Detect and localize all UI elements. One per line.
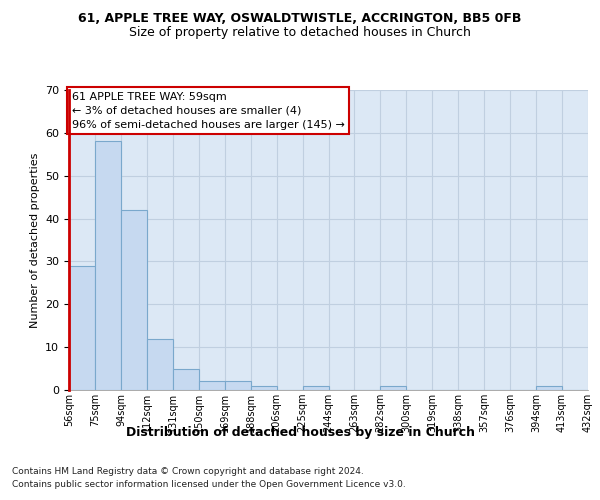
Bar (225, 382, 251, 390)
Y-axis label: Number of detached properties: Number of detached properties (29, 152, 40, 328)
Bar (95, 142, 121, 390)
Text: Distribution of detached houses by size in Church: Distribution of detached houses by size … (125, 426, 475, 439)
Bar (536, 386, 562, 390)
Bar (199, 382, 224, 390)
Bar (147, 338, 173, 390)
Bar (302, 386, 329, 390)
Bar (380, 386, 406, 390)
Bar (69, 266, 95, 390)
Bar (251, 386, 277, 390)
Bar (173, 368, 199, 390)
Text: 61, APPLE TREE WAY, OSWALDTWISTLE, ACCRINGTON, BB5 0FB: 61, APPLE TREE WAY, OSWALDTWISTLE, ACCRI… (79, 12, 521, 26)
Text: 61 APPLE TREE WAY: 59sqm
← 3% of detached houses are smaller (4)
96% of semi-det: 61 APPLE TREE WAY: 59sqm ← 3% of detache… (71, 92, 344, 130)
Bar (121, 210, 147, 390)
Text: Contains HM Land Registry data © Crown copyright and database right 2024.: Contains HM Land Registry data © Crown c… (12, 467, 364, 476)
Text: Contains public sector information licensed under the Open Government Licence v3: Contains public sector information licen… (12, 480, 406, 489)
Text: Size of property relative to detached houses in Church: Size of property relative to detached ho… (129, 26, 471, 39)
